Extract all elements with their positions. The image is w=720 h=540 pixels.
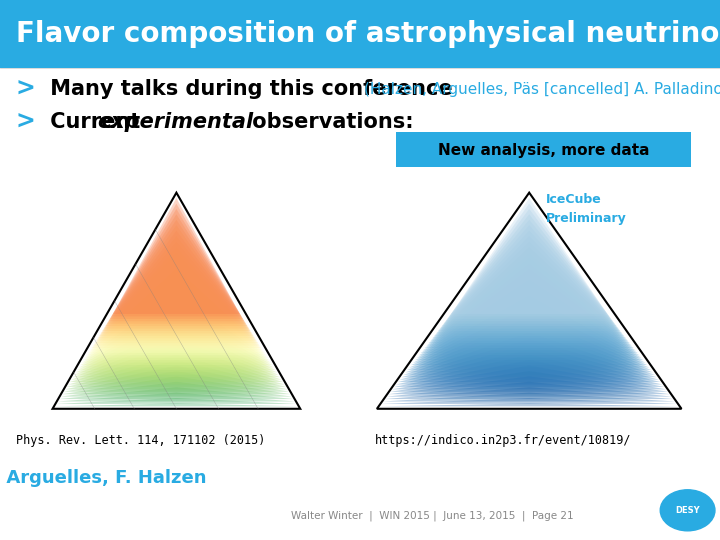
Polygon shape	[96, 258, 257, 341]
Polygon shape	[402, 339, 657, 377]
Text: >: >	[16, 110, 36, 133]
Text: Walter Winter  |  WIN 2015 |  June 13, 2015  |  Page 21: Walter Winter | WIN 2015 | June 13, 2015…	[291, 510, 573, 521]
Polygon shape	[70, 349, 283, 382]
Polygon shape	[396, 355, 662, 384]
Polygon shape	[60, 382, 292, 396]
Polygon shape	[104, 231, 249, 328]
Text: Flavor composition of astrophysical neutrinos: Flavor composition of astrophysical neut…	[16, 20, 720, 48]
Polygon shape	[63, 371, 289, 392]
Text: C. Arguelles, F. Halzen: C. Arguelles, F. Halzen	[0, 469, 207, 487]
Polygon shape	[90, 279, 263, 350]
Polygon shape	[99, 247, 253, 336]
Polygon shape	[426, 268, 632, 346]
Polygon shape	[91, 274, 261, 348]
Text: New analysis, more data: New analysis, more data	[438, 143, 649, 158]
Text: Preliminary: Preliminary	[546, 212, 627, 226]
Text: Many talks during this conference: Many talks during this conference	[43, 79, 460, 99]
Polygon shape	[68, 355, 285, 384]
Polygon shape	[381, 398, 678, 404]
Polygon shape	[390, 371, 668, 392]
Text: Current: Current	[43, 111, 148, 132]
Polygon shape	[65, 366, 288, 389]
Polygon shape	[415, 301, 644, 360]
Polygon shape	[66, 360, 287, 387]
Text: (Halzen, Arguelles, Päs [cancelled] A. Palladino): (Halzen, Arguelles, Päs [cancelled] A. P…	[364, 82, 720, 97]
FancyBboxPatch shape	[396, 132, 691, 167]
Polygon shape	[392, 366, 666, 389]
Polygon shape	[93, 268, 260, 346]
Polygon shape	[446, 214, 613, 321]
Polygon shape	[423, 279, 636, 350]
Polygon shape	[382, 393, 676, 401]
Text: IceCube: IceCube	[546, 193, 602, 206]
Polygon shape	[436, 241, 623, 333]
Polygon shape	[94, 263, 258, 343]
Polygon shape	[71, 344, 282, 380]
Polygon shape	[85, 295, 268, 357]
Polygon shape	[379, 403, 680, 406]
Polygon shape	[413, 306, 645, 362]
Polygon shape	[408, 322, 651, 370]
Polygon shape	[447, 209, 611, 319]
Circle shape	[660, 490, 715, 531]
Polygon shape	[440, 231, 618, 328]
Polygon shape	[384, 387, 674, 399]
Polygon shape	[444, 220, 615, 323]
Polygon shape	[398, 349, 660, 382]
Polygon shape	[107, 220, 246, 323]
Polygon shape	[76, 328, 277, 372]
Polygon shape	[82, 306, 271, 362]
Text: https://indico.in2p3.fr/event/10819/: https://indico.in2p3.fr/event/10819/	[374, 434, 631, 447]
Text: experimental: experimental	[97, 111, 253, 132]
FancyBboxPatch shape	[0, 0, 720, 68]
Text: Phys. Rev. Lett. 114, 171102 (2015): Phys. Rev. Lett. 114, 171102 (2015)	[16, 434, 265, 447]
Polygon shape	[110, 209, 243, 319]
Polygon shape	[441, 225, 617, 326]
Polygon shape	[101, 241, 252, 333]
Polygon shape	[112, 204, 241, 316]
Polygon shape	[425, 274, 634, 348]
Polygon shape	[105, 225, 248, 326]
Polygon shape	[97, 252, 256, 338]
Polygon shape	[388, 376, 670, 394]
Polygon shape	[57, 393, 296, 401]
Polygon shape	[451, 198, 607, 314]
Polygon shape	[405, 328, 653, 372]
Polygon shape	[62, 376, 291, 394]
Polygon shape	[420, 285, 638, 353]
Text: observations:: observations:	[245, 111, 413, 132]
Polygon shape	[108, 214, 245, 321]
Polygon shape	[434, 247, 624, 336]
Polygon shape	[417, 295, 642, 357]
Polygon shape	[409, 317, 649, 367]
Polygon shape	[102, 236, 251, 331]
Polygon shape	[438, 236, 621, 331]
Polygon shape	[84, 301, 269, 360]
Polygon shape	[73, 339, 280, 377]
Polygon shape	[431, 258, 628, 341]
Polygon shape	[113, 198, 240, 314]
Polygon shape	[54, 403, 299, 406]
Polygon shape	[86, 290, 266, 355]
Text: DESY: DESY	[675, 506, 700, 515]
Polygon shape	[55, 398, 297, 404]
Polygon shape	[387, 382, 672, 396]
Polygon shape	[77, 322, 276, 370]
Polygon shape	[394, 360, 665, 387]
Polygon shape	[74, 333, 279, 375]
Polygon shape	[411, 312, 647, 365]
Polygon shape	[88, 285, 265, 353]
Polygon shape	[81, 312, 272, 365]
Polygon shape	[79, 317, 274, 367]
Polygon shape	[419, 290, 639, 355]
Text: >: >	[16, 77, 36, 101]
Polygon shape	[432, 252, 626, 338]
Polygon shape	[400, 344, 659, 380]
Polygon shape	[404, 333, 654, 375]
Polygon shape	[59, 387, 294, 399]
Polygon shape	[428, 263, 630, 343]
Polygon shape	[449, 204, 609, 316]
